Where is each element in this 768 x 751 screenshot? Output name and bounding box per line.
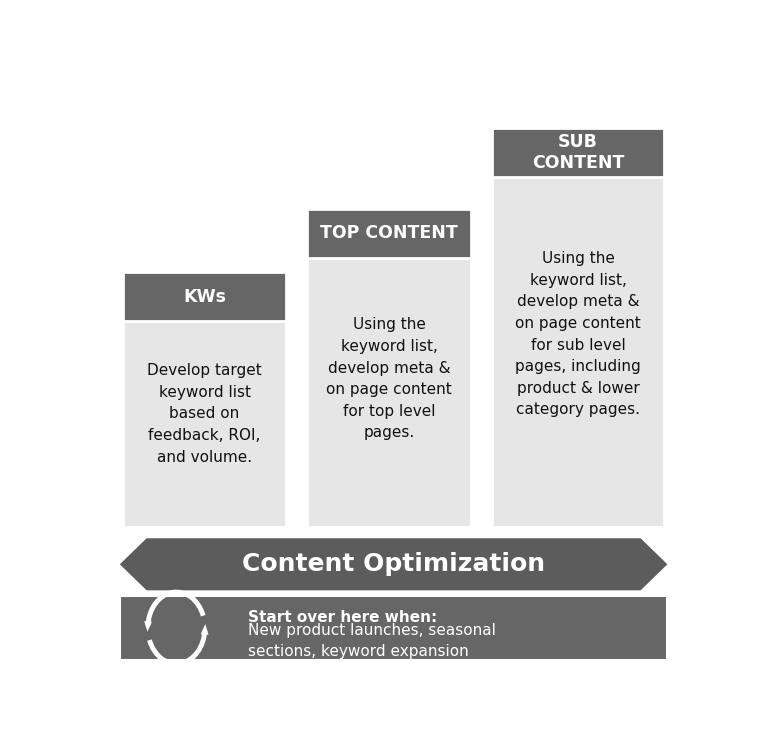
Bar xyxy=(492,128,664,176)
Bar xyxy=(123,273,286,321)
Polygon shape xyxy=(144,621,152,632)
Text: Using the
keyword list,
develop meta &
on page content
for sub level
pages, incl: Using the keyword list, develop meta & o… xyxy=(515,251,641,418)
Text: Content Optimization: Content Optimization xyxy=(242,552,545,576)
Bar xyxy=(492,176,664,526)
Text: Using the
keyword list,
develop meta &
on page content
for top level
pages.: Using the keyword list, develop meta & o… xyxy=(326,318,452,440)
Bar xyxy=(123,321,286,526)
Text: TOP CONTENT: TOP CONTENT xyxy=(320,225,458,243)
Bar xyxy=(307,258,471,526)
Bar xyxy=(307,209,471,258)
Polygon shape xyxy=(200,624,208,635)
Text: KWs: KWs xyxy=(183,288,226,306)
Text: Develop target
keyword list
based on
feedback, ROI,
and volume.: Develop target keyword list based on fee… xyxy=(147,363,262,465)
Text: Start over here when:: Start over here when: xyxy=(248,610,437,625)
Bar xyxy=(120,596,667,659)
Text: New product launches, seasonal
sections, keyword expansion: New product launches, seasonal sections,… xyxy=(248,623,495,659)
Text: SUB
CONTENT: SUB CONTENT xyxy=(532,133,624,172)
Polygon shape xyxy=(120,538,667,590)
